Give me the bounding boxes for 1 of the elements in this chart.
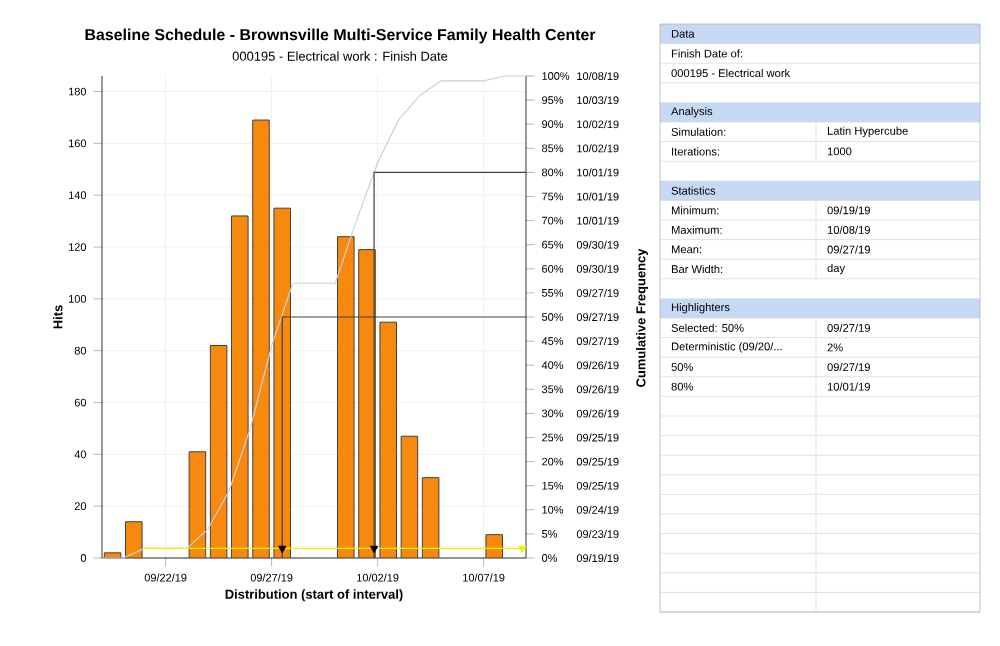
- line-series: [101, 75, 527, 559]
